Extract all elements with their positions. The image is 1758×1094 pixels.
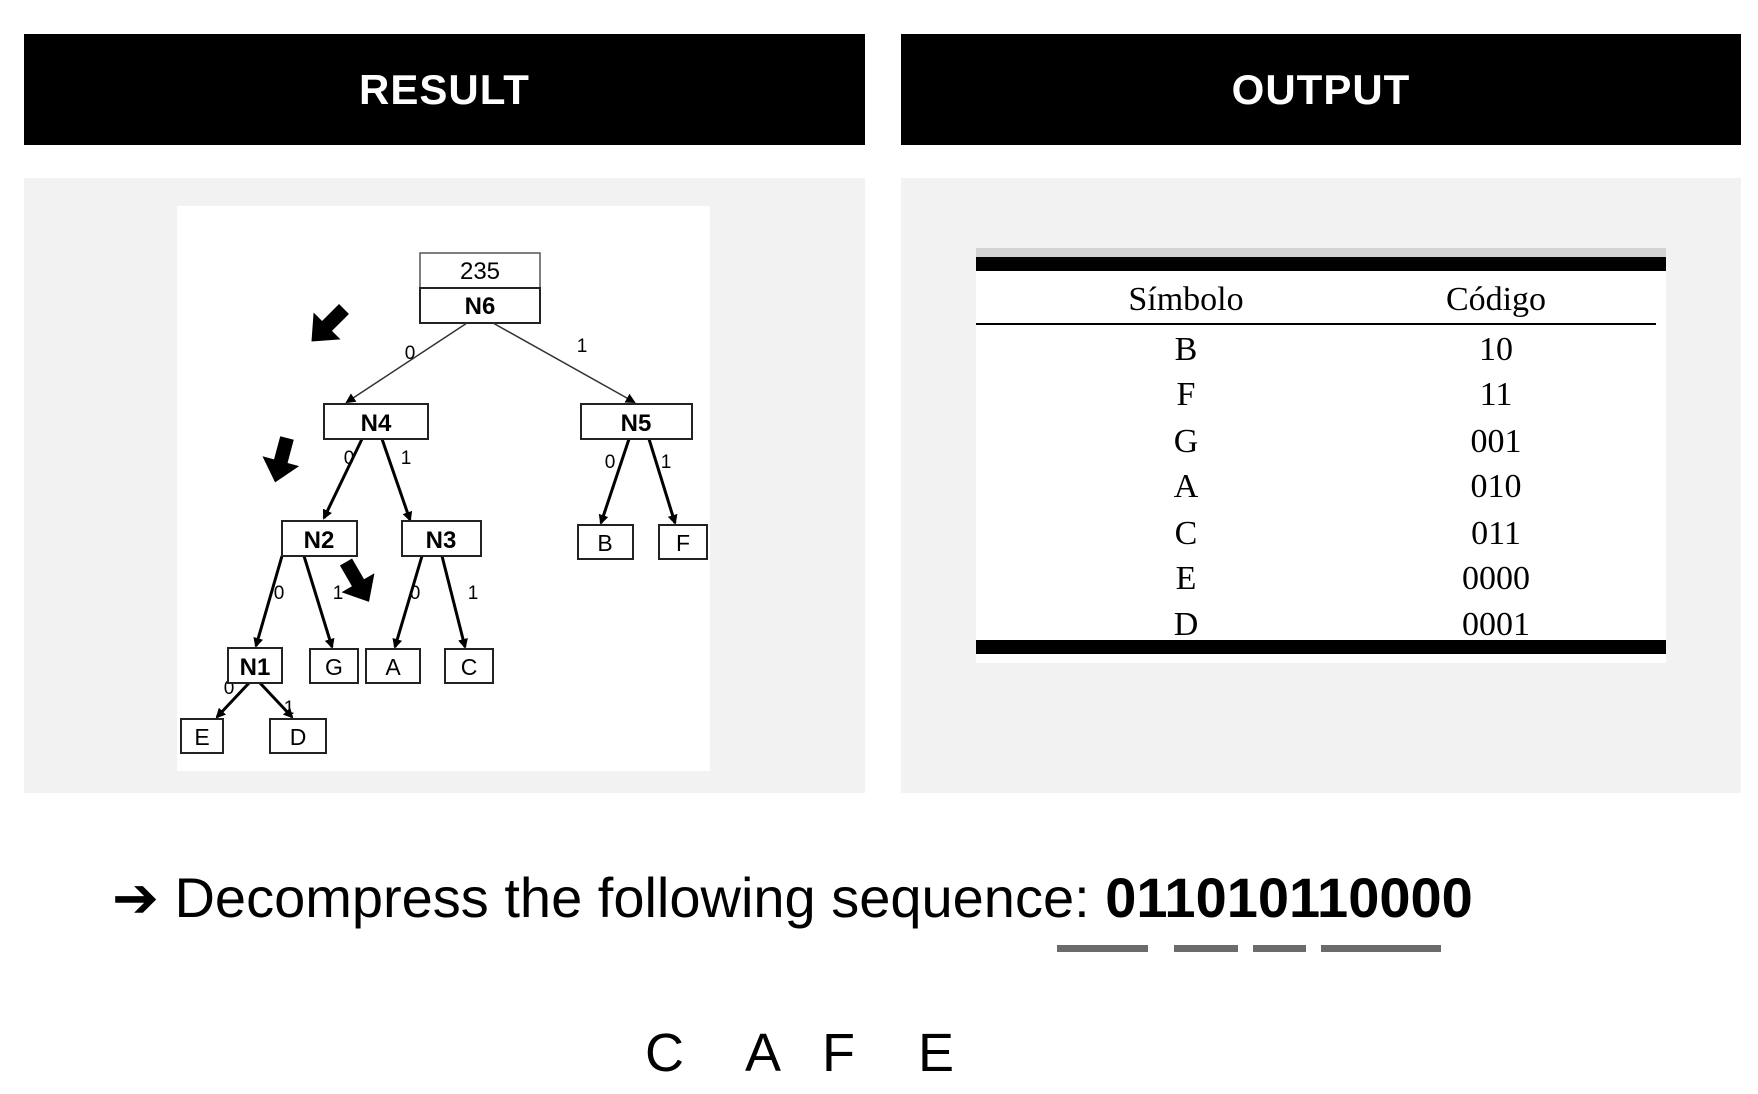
symbol-column-header: Símbolo	[1128, 281, 1244, 318]
edge-n6-n4	[345, 322, 468, 404]
question-line: ➔ Decompress the following sequence: 011…	[112, 863, 1473, 933]
table-top-thick-rule	[976, 257, 1666, 271]
leaf-e-label: E	[194, 724, 209, 750]
table-cell-code: 001	[1470, 423, 1522, 460]
decoded-letter: C	[645, 1023, 684, 1083]
table-cell-symbol: G	[1173, 423, 1199, 460]
edge-n3-c	[440, 555, 468, 649]
leaf-g: G	[309, 648, 359, 684]
edge-label-n1-e: 0	[224, 678, 235, 699]
edge-label-n4-n2: 0	[344, 448, 355, 469]
table-cell-symbol: E	[1175, 560, 1197, 597]
edge-label-n6-n5: 1	[577, 336, 588, 357]
table-cell-code: 0000	[1462, 560, 1530, 597]
root-value: 235	[460, 258, 500, 285]
node-n6-label: N6	[465, 293, 496, 320]
segment-underline	[1174, 945, 1238, 952]
node-n2-label: N2	[304, 527, 335, 554]
table-cell-symbol: B	[1174, 331, 1198, 368]
output-panel: Símbolo Código B 10 F 11 G 001 A 010 C 0…	[901, 178, 1741, 793]
table-cell-symbol: F	[1176, 376, 1196, 413]
edge-n5-b	[598, 438, 631, 525]
code-column-header: Código	[1445, 281, 1547, 318]
leaf-b: B	[577, 524, 634, 560]
segment-underline	[1057, 945, 1148, 952]
node-n1-label: N1	[240, 654, 271, 681]
decoded-letter: E	[918, 1023, 955, 1083]
root-node: 235 N6	[419, 252, 541, 324]
node-n3-label: N3	[426, 527, 457, 554]
leaf-c-label: C	[461, 654, 478, 680]
leaf-a: A	[365, 648, 421, 684]
result-header: RESULT	[24, 34, 865, 145]
result-panel: 235 N6 0 1 0 1 0 1 0 1 0	[24, 178, 865, 793]
leaf-f: F	[658, 524, 708, 560]
segment-underline	[1253, 945, 1306, 952]
arrow-icon: ➔	[112, 866, 159, 929]
edge-n4-n2	[322, 438, 364, 520]
output-header-label: OUTPUT	[1231, 65, 1411, 113]
node-n4-label: N4	[361, 410, 392, 437]
table-cell-code: 011	[1471, 515, 1521, 552]
table-cell-code: 10	[1479, 331, 1513, 368]
node-n5-label: N5	[621, 410, 652, 437]
result-header-label: RESULT	[359, 65, 530, 113]
question-prompt: Decompress the following sequence:	[174, 866, 1090, 929]
edge-n1-e	[215, 681, 251, 719]
edge-label-n1-d: 1	[284, 698, 295, 719]
encoded-sequence: 011010110000	[1105, 866, 1473, 929]
table-cell-symbol: A	[1173, 468, 1199, 505]
edge-n2-n1	[253, 555, 284, 648]
edge-n2-g	[302, 555, 335, 649]
leaf-b-label: B	[597, 530, 612, 556]
edge-label-n4-n3: 1	[401, 448, 412, 469]
traversal-arrow-icon	[262, 436, 300, 483]
node-n1: N1	[227, 647, 283, 684]
table-top-rule	[976, 248, 1666, 257]
leaf-e: E	[180, 718, 224, 754]
edge-label-n2-n1: 0	[274, 583, 285, 604]
traversal-arrow-icon	[339, 558, 375, 602]
leaf-g-label: G	[325, 654, 343, 680]
table-header-rule	[976, 323, 1656, 325]
node-n5: N5	[580, 403, 693, 440]
edge-label-n5-b: 0	[605, 452, 616, 473]
edge-label-n5-f: 1	[661, 452, 672, 473]
node-n4: N4	[323, 403, 429, 440]
leaf-c: C	[444, 648, 494, 684]
huffman-tree-diagram: 235 N6 0 1 0 1 0 1 0 1 0	[180, 252, 708, 754]
edge-label-n3-c: 1	[468, 583, 479, 604]
decoded-letter: A	[745, 1023, 782, 1083]
edge-n5-f	[647, 438, 678, 525]
table-cell-symbol: D	[1173, 606, 1199, 643]
traversal-arrow-icon	[311, 304, 349, 342]
edge-n4-n3	[380, 438, 413, 522]
decoded-letter: F	[822, 1023, 855, 1083]
leaf-a-label: A	[385, 654, 401, 680]
segment-underline	[1321, 945, 1441, 952]
leaf-d: D	[269, 718, 327, 754]
node-n2: N2	[281, 520, 358, 557]
edge-n6-n5	[492, 322, 636, 403]
edge-label-n2-g: 1	[333, 583, 344, 604]
edge-n1-d	[258, 681, 294, 719]
table-cell-symbol: C	[1174, 515, 1198, 552]
edge-n3-a	[392, 555, 424, 649]
leaf-f-label: F	[676, 530, 690, 556]
table-cell-code: 11	[1479, 376, 1513, 413]
edge-label-n6-n4: 0	[405, 343, 416, 364]
table-bottom-rule	[976, 640, 1666, 654]
edge-label-n3-a: 0	[410, 583, 421, 604]
output-header: OUTPUT	[901, 34, 1741, 145]
table-cell-code: 010	[1470, 468, 1522, 505]
table-cell-code: 0001	[1462, 606, 1530, 643]
huffman-tree-image: 235 N6 0 1 0 1 0 1 0 1 0	[177, 206, 710, 771]
leaf-d-label: D	[290, 724, 307, 750]
code-table: Símbolo Código B 10 F 11 G 001 A 010 C 0…	[976, 248, 1666, 663]
node-n3: N3	[401, 520, 482, 557]
